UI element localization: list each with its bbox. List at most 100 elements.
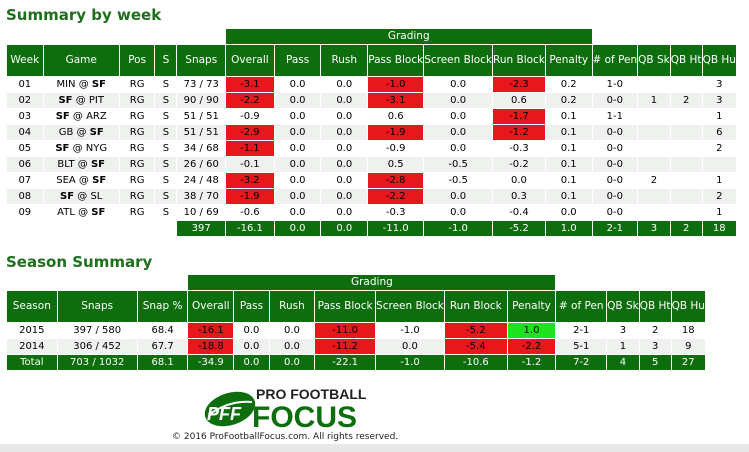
week-cell-week: 06 [7, 157, 43, 172]
week-cell-pos: RG [119, 157, 155, 172]
week-cell-pblock: -1.0 [368, 77, 424, 92]
week-cell-pen: 0.1 [545, 141, 592, 156]
season-grading-header: Grading [188, 275, 556, 290]
season-col-header: Run Block [444, 291, 507, 322]
week-cell-npen: 1-1 [592, 109, 638, 124]
week-cell-pos: RG [119, 189, 155, 204]
week-cell-hu: 1 [702, 205, 736, 220]
week-col-header: Overall [225, 45, 274, 76]
week-cell-rush: 0.0 [321, 173, 368, 188]
week-total-rush: 0.0 [321, 221, 368, 236]
season-cell-ht: 2 [639, 323, 671, 338]
week-cell-pen: 0.2 [545, 77, 592, 92]
week-cell-sk: 1 [638, 93, 670, 108]
game-opponent-pre: ATL @ [57, 207, 92, 218]
week-cell-hu: 6 [702, 125, 736, 140]
week-col-header: QB Ht [670, 45, 702, 76]
week-cell-pass: 0.0 [274, 93, 321, 108]
week-cell-ht [670, 109, 702, 124]
week-total-pblock: -11.0 [368, 221, 424, 236]
week-col-header: Snaps [177, 45, 225, 76]
week-cell-sk [638, 157, 670, 172]
season-cell-season: 2014 [7, 339, 57, 354]
season-col-header: QB Hu [671, 291, 705, 322]
week-cell-game: GB @ SF [43, 125, 119, 140]
season-cell-overall: -18.8 [188, 339, 234, 354]
season-cell-overall: -16.1 [188, 323, 234, 338]
week-cell-overall: -1.1 [225, 141, 274, 156]
week-cell-npen: 0-0 [592, 205, 638, 220]
game-opponent-post: @ NYG [69, 143, 108, 154]
week-total-snaps: 397 [177, 221, 225, 236]
week-cell-pos: RG [119, 173, 155, 188]
week-cell-rush: 0.0 [321, 205, 368, 220]
season-cell-sblock: -1.0 [375, 323, 444, 338]
week-col-header: Rush [321, 45, 368, 76]
season-cell-pct: 68.4 [137, 323, 188, 338]
week-cell-pen: 0.1 [545, 109, 592, 124]
week-total-sblock: -1.0 [424, 221, 493, 236]
week-cell-sblock: 0.0 [424, 77, 493, 92]
week-cell-pblock: -0.9 [368, 141, 424, 156]
game-team-bold: SF [58, 95, 73, 106]
week-cell-overall: -0.9 [225, 109, 274, 124]
week-cell-sblock: 0.0 [424, 109, 493, 124]
season-total-row: Total 703 / 1032 68.1 -34.9 0.0 0.0 -22.1 -1.0-… [7, 355, 705, 370]
season-cell-pen: -2.2 [507, 339, 556, 354]
season-cell-pct: 67.7 [137, 339, 188, 354]
week-cell-pen: 0.0 [545, 205, 592, 220]
week-cell-pass: 0.0 [274, 125, 321, 140]
week-cell-rush: 0.0 [321, 125, 368, 140]
season-col-header: # of Pen [556, 291, 607, 322]
season-col-header: Screen Block [375, 291, 444, 322]
week-cell-week: 02 [7, 93, 43, 108]
week-cell-snaps: 34 / 68 [177, 141, 225, 156]
copyright-notice: © 2016 ProFootballFocus.com. All rights … [172, 432, 399, 442]
pff-logo[interactable]: PFF PRO FOOTBALL FOCUS [200, 382, 380, 434]
game-team-bold: SF [90, 159, 105, 170]
week-cell-hu [702, 157, 736, 172]
week-col-header: QB Sk [638, 45, 670, 76]
season-cell-rush: 0.0 [269, 339, 315, 354]
week-cell-s: S [155, 77, 177, 92]
week-total-ht: 2 [670, 221, 702, 236]
week-cell-rblock: -1.2 [493, 125, 545, 140]
grading-header: Grading [225, 29, 592, 44]
logo-mark: PFF [207, 404, 242, 424]
week-cell-sk: 2 [638, 173, 670, 188]
season-col-header: Snap % [137, 291, 188, 322]
week-cell-npen: 0-0 [592, 189, 638, 204]
week-cell-pblock: -3.1 [368, 93, 424, 108]
week-cell-pos: RG [119, 205, 155, 220]
season-total-label: Total [7, 355, 57, 370]
week-row: 08 SF @ SL RG S 38 / 70 -1.9 0.0 0.0 -2.2 0.0 0.3 0… [7, 189, 736, 204]
week-cell-pblock: -2.8 [368, 173, 424, 188]
week-cell-s: S [155, 173, 177, 188]
week-cell-sblock: 0.0 [424, 93, 493, 108]
season-col-header: Season [7, 291, 57, 322]
week-cell-pos: RG [119, 93, 155, 108]
season-cell-npen: 5-1 [556, 339, 607, 354]
season-total-ht: 5 [639, 355, 671, 370]
season-col-header: QB Sk [607, 291, 639, 322]
week-cell-week: 03 [7, 109, 43, 124]
season-row: 2015 397 / 580 68.4 -16.1 0.0 0.0 -11.0 -1.0 -5.… [7, 323, 705, 338]
week-cell-pblock: 0.6 [368, 109, 424, 124]
blank-cell [120, 221, 155, 236]
week-row: 03 SF @ ARZ RG S 51 / 51 -0.9 0.0 0.0 0.6 0.0 -1.7… [7, 109, 736, 124]
week-cell-pos: RG [119, 125, 155, 140]
week-cell-pen: 0.1 [545, 189, 592, 204]
week-total-rblock: -5.2 [493, 221, 545, 236]
game-opponent-pre: SEA @ [56, 175, 93, 186]
week-cell-rush: 0.0 [321, 93, 368, 108]
pff-football-icon: PFF PRO FOOTBALL FOCUS [204, 386, 367, 434]
week-summary-table: Grading Week Game Pos S Snaps Overall Pass Rush… [6, 28, 737, 237]
week-cell-pen: 0.1 [545, 157, 592, 172]
week-cell-pass: 0.0 [274, 77, 321, 92]
week-cell-npen: 1-0 [592, 77, 638, 92]
week-cell-rblock: -2.3 [493, 77, 545, 92]
season-total-sblock: -1.0 [375, 355, 444, 370]
season-cell-rblock: -5.2 [444, 323, 507, 338]
week-cell-snaps: 26 / 60 [177, 157, 225, 172]
week-cell-game: MIN @ SF [43, 77, 119, 92]
